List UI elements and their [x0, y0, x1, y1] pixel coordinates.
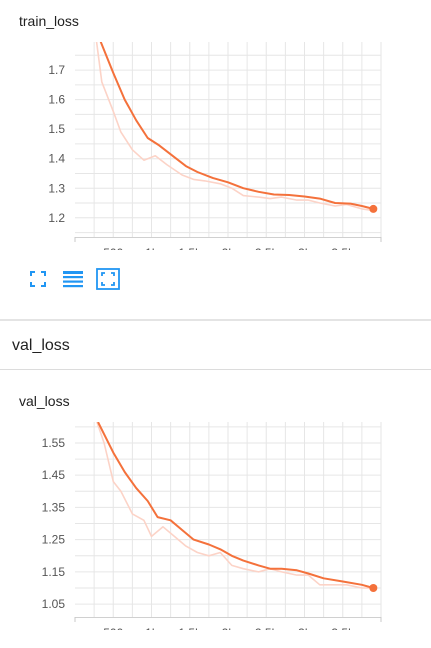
x-tick-label: 1k — [145, 246, 159, 250]
series-group — [95, 42, 374, 212]
x-tick-label: 1.5k — [178, 626, 202, 630]
section-divider — [0, 319, 431, 321]
raw-series-line — [95, 42, 374, 212]
data-table-icon — [63, 271, 83, 288]
fit-domain-icon — [96, 268, 120, 290]
x-tick-label: 3k — [298, 246, 312, 250]
series-group — [96, 422, 374, 589]
y-tick-label: 1.15 — [42, 565, 66, 579]
y-tick-label: 1.25 — [42, 533, 66, 547]
y-tick-label: 1.05 — [42, 597, 66, 611]
grid — [75, 42, 382, 237]
x-tick-label: 2k — [222, 246, 236, 250]
x-tick-label: 500 — [103, 626, 123, 630]
x-tick-label: 2k — [222, 626, 236, 630]
x-tick-label: 1k — [145, 626, 159, 630]
y-tick-label: 1.3 — [48, 181, 65, 195]
x-tick-label: 3k — [298, 626, 312, 630]
y-tick-label: 1.2 — [48, 211, 65, 225]
x-tick-label: 2.5k — [255, 246, 279, 250]
chart-title-val-loss: val_loss — [19, 393, 70, 409]
y-tick-label: 1.35 — [42, 500, 66, 514]
x-tick-label: 2.5k — [255, 626, 279, 630]
chart-title-train-loss: train_loss — [19, 13, 79, 29]
y-tick-label: 1.6 — [48, 93, 65, 107]
val-loss-chart[interactable]: 500 1k 1.5k 2k 2.5k 3k 3.5k 1.05 1.15 1.25 1.35 1.4… — [0, 380, 431, 630]
x-tick-label: 3.5k — [331, 246, 355, 250]
last-point-marker[interactable] — [369, 583, 378, 592]
x-tick-label: 500 — [103, 246, 123, 250]
smoothed-series-line — [99, 42, 374, 210]
last-point-marker[interactable] — [369, 204, 378, 213]
y-tick-label: 1.55 — [42, 436, 66, 450]
y-tick-label: 1.5 — [48, 122, 65, 136]
chart-toolbar — [26, 266, 120, 292]
section-divider — [0, 369, 431, 370]
data-table-button[interactable] — [61, 266, 85, 292]
group-title[interactable]: val_loss — [12, 337, 70, 354]
x-tick-label: 3.5k — [331, 626, 355, 630]
y-tick-label: 1.7 — [48, 63, 65, 77]
fullscreen-button[interactable] — [26, 266, 50, 292]
y-tick-label: 1.4 — [48, 152, 65, 166]
fullscreen-icon — [30, 271, 46, 287]
raw-series-line — [96, 422, 374, 589]
train-loss-chart[interactable]: 500 1k 1.5k 2k 2.5k 3k 3.5k 1.2 1.3 1.4 1.5 1.6 1.7 — [0, 0, 431, 250]
smoothed-series-line — [97, 422, 374, 589]
fit-domain-button[interactable] — [96, 266, 120, 292]
y-tick-label: 1.45 — [42, 468, 66, 482]
grid — [75, 422, 382, 617]
x-tick-label: 1.5k — [178, 246, 202, 250]
